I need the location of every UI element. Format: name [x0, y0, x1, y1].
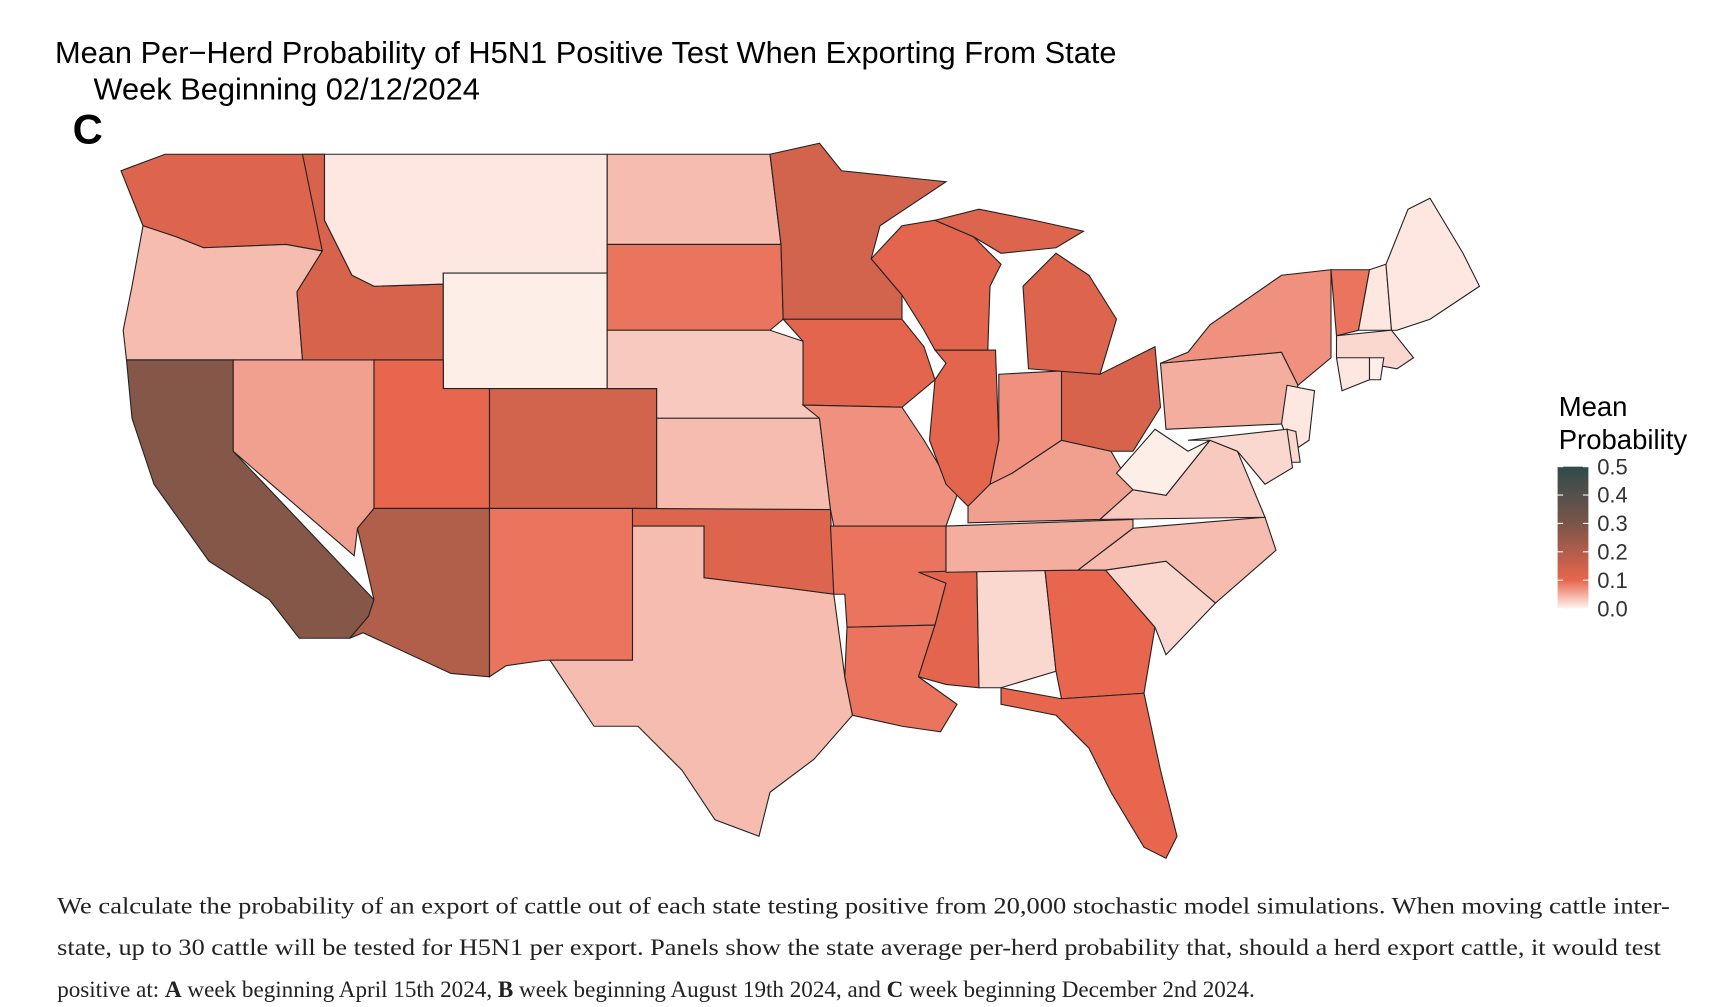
state	[933, 208, 1118, 375]
colorbar	[1557, 466, 1589, 609]
state	[781, 318, 936, 408]
state	[606, 243, 784, 331]
state	[656, 417, 832, 511]
colorbar-tick-label: 0.2	[1597, 539, 1628, 564]
caption-segment: positive at:	[57, 976, 165, 1002]
state	[349, 507, 491, 678]
state	[870, 219, 1002, 351]
state	[1159, 351, 1299, 430]
caption-segment: week beginning December 2nd 2024.	[903, 976, 1254, 1002]
state	[1160, 269, 1332, 387]
state	[1335, 357, 1371, 392]
state	[606, 153, 782, 246]
state	[976, 569, 1057, 689]
state	[945, 518, 1134, 573]
subtitle: Week Beginning 02/12/2024	[94, 71, 480, 106]
caption-segment: A	[165, 976, 182, 1002]
colorbar-tick-label: 0.0	[1597, 596, 1628, 621]
title: Mean Per−Herd Probability of H5N1 Positi…	[55, 35, 1117, 70]
colorbar-tick-label: 0.3	[1597, 511, 1628, 536]
state	[1060, 345, 1162, 452]
state	[1000, 687, 1178, 859]
caption: We calculate the probability of an expor…	[57, 892, 1670, 1002]
legend-title: Mean	[1559, 391, 1628, 422]
legend-title: Probability	[1559, 424, 1688, 455]
state	[1187, 428, 1294, 485]
caption-segment: B	[498, 976, 513, 1002]
state	[928, 349, 1000, 508]
colorbar-tick-label: 0.4	[1597, 483, 1628, 508]
state	[548, 525, 854, 837]
caption-line: We calculate the probability of an expor…	[57, 892, 1670, 918]
map	[120, 142, 1481, 859]
panel-label: C	[73, 105, 103, 152]
caption-segment: week beginning April 15th 2024,	[182, 976, 498, 1002]
state	[1076, 516, 1277, 604]
caption-segment: C	[887, 976, 904, 1002]
state	[488, 507, 634, 678]
caption-line: positive at: A week beginning April 15th…	[57, 976, 1255, 1002]
state	[488, 388, 658, 510]
colorbar-tick-label: 0.5	[1597, 454, 1628, 479]
state	[442, 272, 608, 390]
caption-segment: week beginning August 19th 2024, and	[513, 976, 886, 1002]
caption-line: state, up to 30 cattle will be tested fo…	[57, 934, 1661, 960]
state	[1385, 197, 1481, 331]
state	[323, 153, 608, 287]
colorbar-tick-label: 0.1	[1597, 568, 1628, 593]
state	[1368, 357, 1385, 381]
